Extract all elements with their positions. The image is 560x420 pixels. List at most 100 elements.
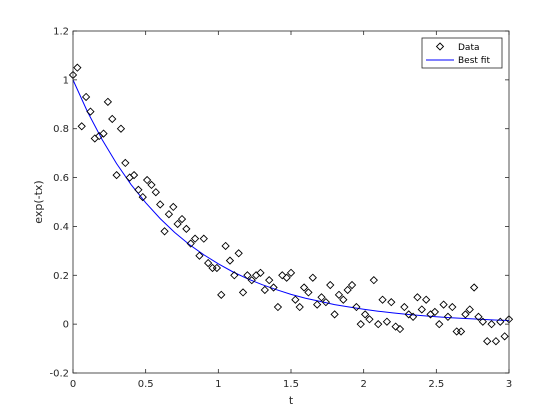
y-tick-label: 0.8 bbox=[53, 124, 69, 135]
data-point bbox=[369, 276, 378, 285]
y-tick-label: 0.6 bbox=[53, 173, 69, 184]
x-tick-label: 2.5 bbox=[428, 379, 444, 390]
data-point bbox=[204, 258, 213, 268]
data-point bbox=[151, 188, 160, 197]
data-point bbox=[469, 283, 479, 292]
data-point bbox=[339, 295, 348, 304]
data-point bbox=[112, 170, 121, 180]
data-point bbox=[352, 302, 361, 312]
y-tick-label: -0.2 bbox=[49, 369, 69, 380]
data-point bbox=[321, 298, 331, 307]
data-point bbox=[295, 302, 304, 312]
data-point bbox=[417, 305, 426, 314]
data-point bbox=[382, 317, 392, 326]
data-point bbox=[304, 288, 313, 297]
data-point bbox=[491, 337, 501, 346]
x-tick-label: 1.5 bbox=[283, 379, 299, 390]
data-point bbox=[186, 239, 195, 248]
data-point bbox=[234, 249, 243, 258]
data-point bbox=[116, 124, 126, 133]
data-point bbox=[243, 271, 252, 280]
x-axis-label: t bbox=[289, 394, 294, 407]
data-point bbox=[273, 302, 283, 312]
data-point bbox=[260, 285, 269, 295]
data-point bbox=[365, 315, 374, 324]
data-point bbox=[326, 280, 335, 290]
data-point bbox=[199, 234, 208, 243]
data-point bbox=[435, 320, 444, 329]
data-point bbox=[121, 158, 130, 168]
data-point bbox=[474, 312, 483, 321]
data-point bbox=[343, 285, 352, 295]
data-point bbox=[478, 317, 487, 326]
data-point bbox=[212, 263, 222, 273]
data-point bbox=[400, 302, 409, 312]
data-point bbox=[278, 271, 287, 280]
data-point bbox=[408, 312, 418, 321]
data-point bbox=[81, 92, 91, 102]
data-point bbox=[282, 273, 291, 282]
data-point bbox=[256, 268, 265, 277]
data-point bbox=[138, 192, 147, 202]
data-point bbox=[169, 202, 178, 212]
y-tick-label: 0 bbox=[63, 320, 69, 331]
data-point bbox=[378, 295, 387, 304]
best-fit-line bbox=[72, 79, 510, 321]
data-point bbox=[265, 276, 274, 285]
data-point bbox=[308, 273, 317, 282]
data-point bbox=[456, 327, 466, 336]
data-point bbox=[190, 234, 200, 243]
data-point bbox=[465, 305, 474, 314]
data-point bbox=[77, 122, 86, 131]
data-point bbox=[430, 307, 440, 317]
data-point bbox=[182, 224, 191, 234]
data-point bbox=[404, 310, 413, 319]
data-point bbox=[129, 170, 139, 180]
data-point bbox=[374, 320, 383, 329]
data-point bbox=[387, 298, 396, 307]
data-point bbox=[439, 300, 448, 309]
legend-label-data: Data bbox=[458, 43, 480, 53]
data-point bbox=[164, 210, 174, 219]
data-point bbox=[160, 227, 169, 236]
legend-label-best-fit: Best fit bbox=[458, 56, 490, 66]
data-point bbox=[313, 300, 322, 309]
data-point bbox=[195, 251, 204, 260]
data-point bbox=[391, 322, 400, 331]
y-tick-label: 0.4 bbox=[53, 222, 69, 233]
data-point bbox=[156, 200, 165, 209]
plot-area bbox=[73, 31, 509, 373]
data-point bbox=[413, 293, 422, 302]
data-point bbox=[291, 295, 300, 304]
x-tick-label: 0 bbox=[70, 379, 76, 390]
data-point bbox=[496, 317, 505, 326]
data-point bbox=[461, 310, 470, 319]
x-tick-label: 2 bbox=[360, 379, 366, 390]
data-point bbox=[330, 310, 339, 319]
data-point bbox=[483, 337, 492, 346]
y-tick-label: 1.2 bbox=[53, 27, 69, 38]
data-point bbox=[286, 268, 296, 277]
data-point bbox=[356, 320, 365, 329]
data-point bbox=[334, 290, 344, 299]
data-point bbox=[299, 283, 309, 292]
data-point bbox=[177, 214, 187, 224]
y-tick-label: 1 bbox=[63, 75, 69, 86]
data-point bbox=[269, 283, 278, 292]
data-point bbox=[347, 280, 357, 290]
data-point bbox=[422, 295, 431, 304]
data-point bbox=[103, 97, 113, 106]
data-point bbox=[134, 185, 143, 194]
legend-box bbox=[421, 37, 503, 69]
data-point bbox=[487, 320, 496, 329]
data-point bbox=[225, 256, 235, 265]
data-point bbox=[173, 219, 182, 229]
data-point bbox=[217, 290, 226, 299]
data-point bbox=[86, 107, 95, 116]
data-point bbox=[230, 271, 239, 280]
data-point bbox=[448, 302, 457, 312]
y-axis-label: exp(-tx) bbox=[32, 180, 45, 223]
data-point bbox=[500, 332, 509, 341]
